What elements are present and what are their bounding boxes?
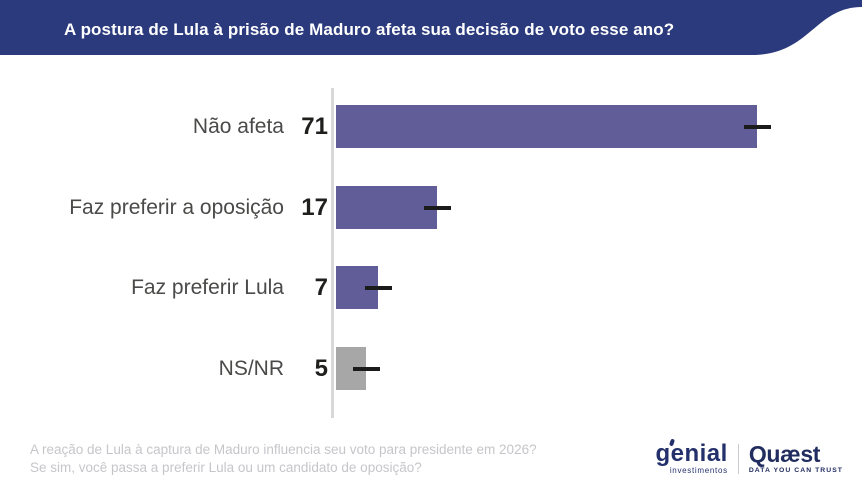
genial-subtitle: investimentos [669, 466, 728, 475]
genial-wordmark: genial [655, 438, 728, 467]
note-line-2: Se sim, você passa a preferir Lula ou um… [30, 459, 422, 475]
header-banner: A postura de Lula à prisão de Maduro afe… [0, 0, 862, 56]
quaest-logo: Quæst DATA YOU CAN TRUST [748, 441, 843, 475]
bar-label: Faz preferir a oposição [69, 196, 284, 219]
genial-wordmark-text: genial [655, 440, 728, 467]
logo-divider [737, 443, 739, 474]
bar [336, 105, 757, 148]
bar-label: NS/NR [218, 357, 284, 380]
chart-row: Faz preferir Lula 7 [0, 266, 862, 309]
margin-of-error-marker [365, 285, 392, 290]
chart-row: NS/NR 5 [0, 347, 862, 390]
page-title: A postura de Lula à prisão de Maduro afe… [64, 19, 675, 39]
header-banner-shape [0, 0, 862, 55]
bar [336, 186, 437, 229]
bar-value: 71 [301, 113, 328, 140]
note-line-1: A reação de Lula à captura de Maduro inf… [30, 442, 537, 457]
genial-logo: genial investimentos [655, 438, 728, 475]
margin-of-error-marker [424, 205, 451, 210]
margin-of-error-marker [744, 124, 771, 129]
bar-value: 7 [314, 274, 328, 301]
margin-of-error-marker [353, 366, 380, 371]
logo-area: genial investimentos Quæst DATA YOU CAN … [655, 438, 843, 475]
bar-value: 17 [301, 194, 328, 221]
bar-label: Faz preferir Lula [131, 276, 284, 299]
quaest-wordmark: Quæst [748, 441, 821, 467]
chart-row: Não afeta 71 [0, 105, 862, 148]
axis-baseline [331, 88, 334, 418]
bar-value: 5 [314, 355, 328, 382]
quaest-subtitle: DATA YOU CAN TRUST [748, 467, 843, 474]
bar-label: Não afeta [192, 115, 284, 138]
chart-row: Faz preferir a oposição 17 [0, 186, 862, 229]
survey-question-note: A reação de Lula à captura de Maduro inf… [30, 441, 537, 476]
